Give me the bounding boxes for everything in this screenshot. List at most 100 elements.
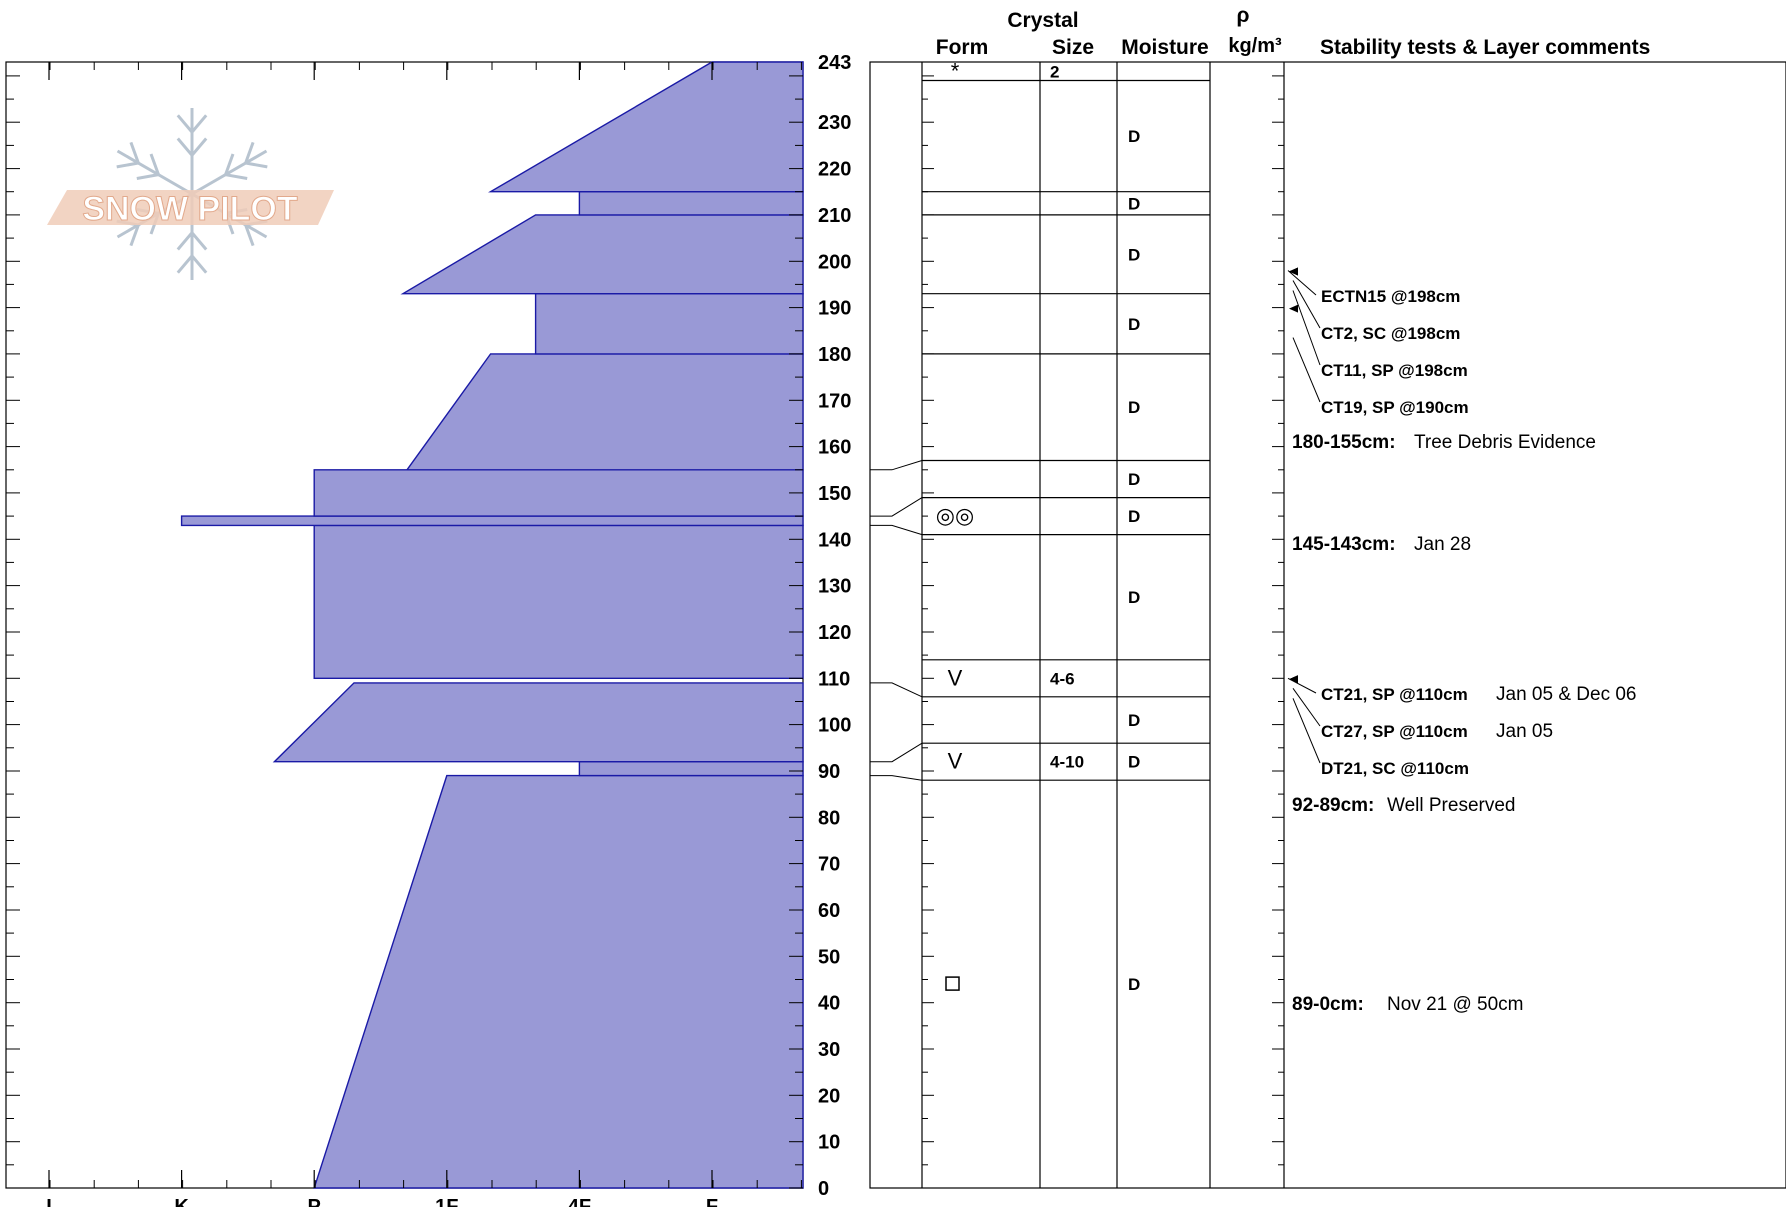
depth-tick-label: 190	[818, 298, 851, 320]
hardness-layer	[534, 293, 804, 355]
depth-tick-label: 40	[818, 993, 840, 1015]
hardness-tick-label: K	[174, 1196, 189, 1207]
hardness-layer	[313, 774, 804, 1189]
grain-moisture: D	[1128, 398, 1140, 417]
depth-tick-label: 30	[818, 1039, 840, 1061]
stability-test-label: CT27, SP @110cm	[1321, 722, 1468, 741]
crystal-header: Crystal	[1007, 9, 1078, 32]
hardness-tick-label: 1F	[435, 1196, 458, 1207]
grain-size: 4-6	[1050, 669, 1075, 688]
layer-comment-text: Jan 28	[1414, 534, 1471, 555]
layer-comment-text: Well Preserved	[1387, 795, 1515, 816]
depth-tick-label: 210	[818, 205, 851, 227]
depth-tick-label: 170	[818, 390, 851, 412]
size-header: Size	[1052, 36, 1094, 59]
grain-moisture: D	[1128, 588, 1140, 607]
density-symbol: ρ	[1237, 4, 1250, 27]
grain-moisture: D	[1128, 711, 1140, 730]
layer-comment-range: 89-0cm:	[1292, 994, 1364, 1015]
stability-test-extra: Jan 05	[1496, 721, 1553, 742]
test-arrow-line	[1287, 270, 1317, 296]
density-unit: kg/m³	[1228, 35, 1282, 57]
depth-tick-label: 130	[818, 576, 851, 598]
layer-connector	[870, 682, 923, 698]
hardness-layer	[488, 61, 804, 193]
snowflake-branch	[129, 224, 140, 247]
snowflake-branch	[244, 141, 255, 164]
depth-tick-label: 100	[818, 715, 851, 737]
grain-size: 2	[1050, 62, 1059, 81]
snowflake-branch	[176, 254, 194, 274]
depth-tick-label: 230	[818, 112, 851, 134]
snowflake-branch	[190, 254, 208, 274]
tests-header: Stability tests & Layer comments	[1320, 36, 1650, 59]
table-frame	[869, 61, 1786, 1189]
layer-connector	[870, 742, 923, 763]
logo-band	[47, 190, 334, 225]
depth-tick-label: 90	[818, 761, 840, 783]
grain-moisture: D	[1128, 507, 1140, 526]
grain-moisture: D	[1128, 127, 1140, 146]
layer-comment-range: 145-143cm:	[1292, 534, 1396, 555]
snowflake-arm	[191, 149, 268, 196]
depth-tick-label: 110	[818, 668, 850, 690]
depth-tick-label: 140	[818, 529, 851, 551]
test-arrow-head	[1289, 304, 1298, 313]
moisture-header: Moisture	[1121, 36, 1209, 59]
snowflake-branch	[244, 224, 255, 247]
depth-tick-label: 200	[818, 251, 851, 273]
depth-tick-label: 10	[818, 1132, 840, 1154]
hardness-tick-label: F	[706, 1196, 718, 1207]
snowflake-branch	[245, 161, 268, 169]
test-arrow-line	[1292, 688, 1321, 727]
snowflake-arm	[116, 149, 193, 196]
test-arrow-line	[1292, 698, 1321, 764]
snowflake-branch	[116, 161, 139, 169]
layer-comment-range: 180-155cm:	[1292, 432, 1396, 453]
depth-tick-label: 160	[818, 437, 851, 459]
hardness-layer	[313, 469, 804, 517]
depth-tick-label: 180	[818, 344, 851, 366]
snowpilot-logo: SNOW PILOT	[47, 108, 334, 280]
snowflake-branch	[129, 141, 140, 164]
snowflake-branch	[176, 231, 194, 251]
stability-test-label: ECTN15 @198cm	[1321, 287, 1460, 306]
depth-tick-label: 50	[818, 946, 840, 968]
logo-text: SNOW PILOT	[82, 190, 298, 228]
layer-table: Crystal Form Size Moisture ρ kg/m³ Stability t…	[869, 4, 1786, 1189]
test-arrow-head	[1289, 267, 1298, 276]
stability-test-label: CT2, SC @198cm	[1321, 324, 1460, 343]
layer-comment-text: Nov 21 @ 50cm	[1387, 994, 1524, 1015]
depth-tick-label: 60	[818, 900, 840, 922]
layer-connector	[870, 524, 923, 536]
hardness-plot: SNOW PILOT I K P 1F 4F F 0 10 20 30 40 50 60 70 80 90 100…	[5, 52, 851, 1207]
test-arrow-line	[1292, 290, 1321, 366]
layer-connector	[870, 775, 923, 781]
grain-form-symbol: *	[951, 58, 960, 83]
snowflake-branch	[190, 137, 208, 157]
snowflake-branch	[136, 173, 159, 180]
layer-comment-text: Tree Debris Evidence	[1414, 432, 1596, 453]
snowflake-branch	[176, 114, 194, 134]
snowflake-branch	[224, 153, 235, 176]
hardness-layer	[578, 190, 804, 216]
depth-tick-label: 220	[818, 159, 851, 181]
hardness-layer	[400, 214, 804, 295]
grain-moisture: D	[1128, 194, 1140, 213]
layer-connector	[870, 497, 923, 517]
grain-form-symbol: V	[948, 749, 963, 774]
depth-tick-label: 150	[818, 483, 851, 505]
snowflake-branch	[190, 231, 208, 251]
hardness-tick-label: P	[308, 1196, 321, 1207]
layer-connector	[870, 460, 923, 471]
hardness-layer	[272, 682, 804, 763]
grain-moisture: D	[1128, 753, 1140, 772]
stability-test-extra: Jan 05 & Dec 06	[1496, 684, 1636, 705]
form-header: Form	[936, 36, 989, 59]
stability-test-label: DT21, SC @110cm	[1321, 759, 1469, 778]
hardness-tick-label: I	[46, 1196, 52, 1207]
stability-test-label: CT11, SP @198cm	[1321, 361, 1468, 380]
grain-moisture: D	[1128, 315, 1140, 334]
depth-tick-label: 80	[818, 807, 840, 829]
